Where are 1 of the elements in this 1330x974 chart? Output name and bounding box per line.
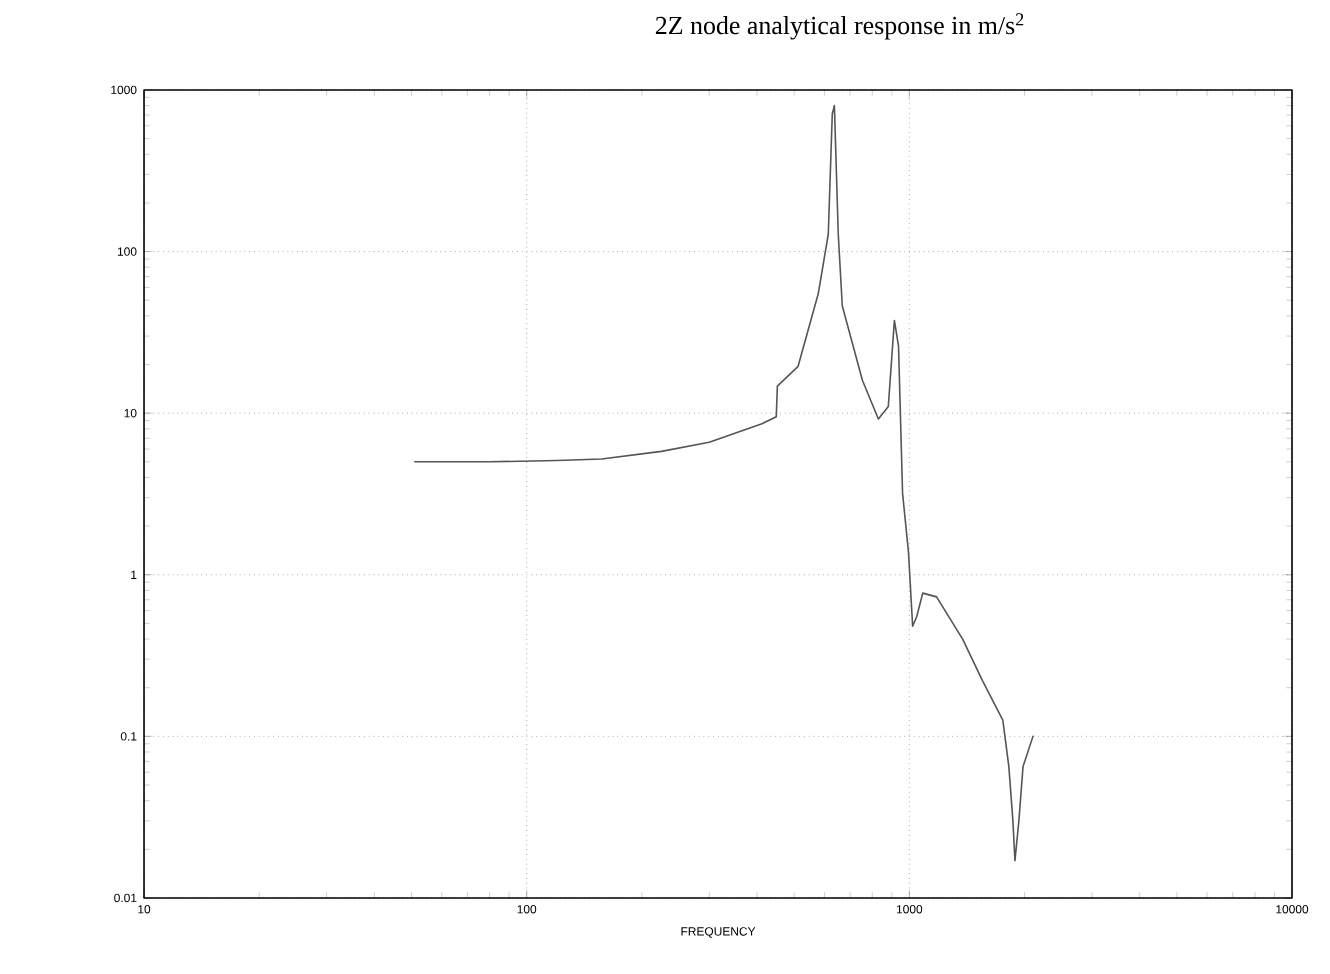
chart-title: 2Z node analytical response in m/s$^{2}$ — [655, 13, 1024, 40]
